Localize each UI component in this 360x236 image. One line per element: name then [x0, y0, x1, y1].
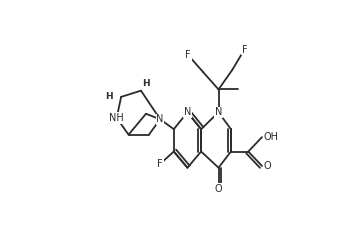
Text: H: H	[141, 79, 149, 88]
Text: OH: OH	[263, 132, 278, 142]
Text: F: F	[242, 45, 247, 55]
Text: N: N	[184, 107, 191, 117]
Text: NH: NH	[109, 113, 124, 123]
Text: F: F	[157, 159, 163, 169]
Text: H: H	[105, 92, 113, 101]
Text: N: N	[157, 114, 164, 124]
Text: F: F	[185, 50, 191, 60]
Text: N: N	[215, 107, 222, 117]
Text: O: O	[263, 161, 271, 171]
Text: O: O	[215, 184, 222, 194]
